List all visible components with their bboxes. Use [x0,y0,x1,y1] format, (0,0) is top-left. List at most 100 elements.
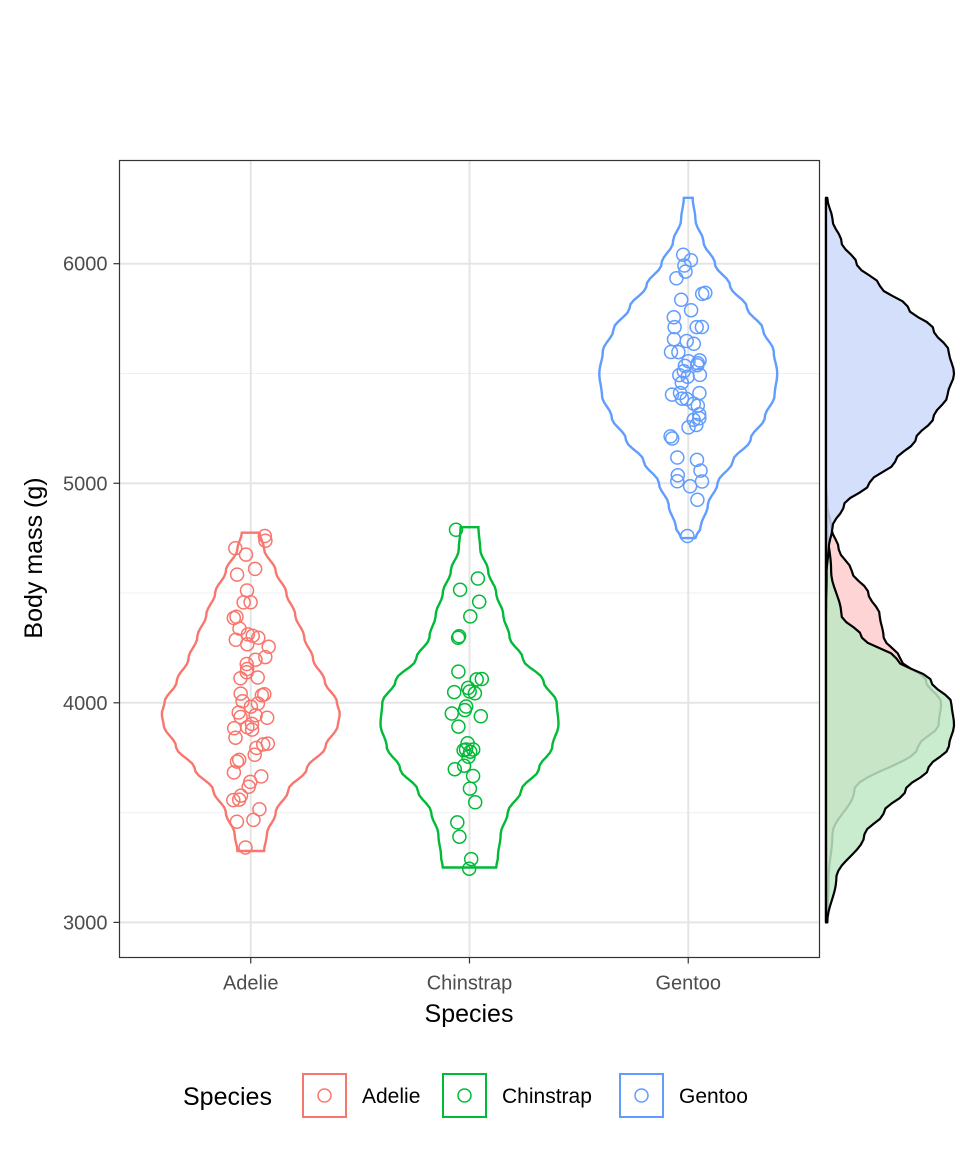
data-point-chinstrap [462,781,478,796]
data-point-gentoo [693,463,708,478]
violin-adelie [160,531,341,853]
data-point-gentoo [676,364,692,379]
data-point-gentoo [666,310,682,325]
data-point-gentoo [674,375,690,390]
legend-title: Species [183,1083,272,1111]
data-point-chinstrap [461,749,476,765]
data-point-gentoo [670,474,685,489]
data-point-chinstrap [446,684,462,700]
x-axis-title: Species [425,1000,514,1028]
data-point-gentoo [673,292,689,308]
x-tick-label: Adelie [223,973,279,995]
data-point-adelie [244,722,260,737]
data-point-gentoo [689,417,704,433]
data-point-adelie [239,636,255,652]
data-point-adelie [243,595,258,610]
legend-key [442,1073,487,1118]
data-point-gentoo [683,252,699,268]
legend-label: Adelie [362,1085,420,1108]
legend-item-adelie: Adelie [302,1073,420,1118]
data-point-gentoo [663,344,679,360]
data-point-gentoo [678,264,693,279]
data-point-gentoo [694,319,710,335]
data-point-adelie [241,779,256,794]
data-point-gentoo [663,429,678,444]
data-point-gentoo [667,319,682,335]
data-point-adelie [226,765,242,780]
data-point-adelie [239,656,254,672]
data-point-chinstrap [450,630,466,646]
data-point-adelie [228,730,243,745]
data-point-gentoo [681,420,696,435]
data-point-adelie [261,639,276,655]
data-point-adelie [226,792,241,808]
data-point-chinstrap [463,609,478,624]
data-point-adelie [238,547,254,562]
data-point-chinstrap [457,702,473,718]
data-point-gentoo [664,387,680,402]
data-point-adelie [248,652,263,667]
legend: Species Adelie Chinstrap Gentoo [183,1073,748,1118]
legend-key [302,1073,347,1118]
legend-point [317,1088,332,1103]
data-point-chinstrap [451,719,466,734]
data-point-gentoo [689,319,704,335]
density-gentoo [824,196,956,924]
y-axis: 3000 4000 5000 6000 [63,254,120,934]
data-point-adelie [247,747,262,763]
data-point-adelie [259,710,275,726]
data-point-adelie [258,533,273,548]
data-point-adelie [243,699,259,714]
y-tick-label: 6000 [63,254,108,276]
data-point-adelie [249,740,264,756]
data-point-adelie [258,649,273,665]
data-point-adelie [229,754,245,769]
data-point-adelie [236,595,251,610]
x-tick-label: Gentoo [655,973,721,995]
violin-gentoo [598,196,779,540]
data-point-adelie [238,840,253,855]
legend-label: Chinstrap [502,1085,592,1108]
violin-layer [160,196,779,869]
data-point-adelie [239,661,255,677]
data-point-chinstrap [451,664,466,679]
data-point-chinstrap [470,571,486,586]
y-tick-label: 3000 [63,912,108,934]
data-point-adelie [228,541,243,556]
data-point-chinstrap [473,709,489,724]
data-point-chinstrap [452,829,467,844]
data-point-gentoo [680,528,695,544]
data-point-adelie [229,814,245,829]
data-point-chinstrap [474,671,490,687]
data-point-gentoo [689,452,705,468]
marginal-density [824,196,956,924]
data-point-adelie [233,709,248,725]
data-point-chinstrap [469,672,484,687]
legend-label: Gentoo [679,1085,748,1108]
data-point-chinstrap [467,795,483,810]
legend-items: Adelie Chinstrap Gentoo [302,1073,748,1118]
y-tick-label: 5000 [63,473,108,495]
data-point-chinstrap [462,684,477,699]
legend-point [634,1088,649,1103]
data-point-adelie [231,752,247,768]
data-point-adelie [233,671,248,686]
data-point-adelie [257,528,273,544]
data-point-adelie [231,792,247,807]
data-point-adelie [233,686,248,701]
data-point-gentoo [694,286,710,302]
data-point-adelie [254,769,269,784]
data-point-chinstrap [471,594,487,610]
point-layer [226,247,713,876]
y-axis-title: Body mass (g) [20,477,48,638]
data-point-chinstrap [463,851,479,867]
violin-chinstrap [379,526,560,869]
data-point-gentoo [664,431,680,446]
data-point-chinstrap [456,758,472,773]
data-point-gentoo [672,367,687,383]
data-point-adelie [247,561,263,577]
data-point-gentoo [690,492,705,508]
data-point-chinstrap [447,761,463,777]
x-axis: Adelie Chinstrap Gentoo [223,957,721,995]
